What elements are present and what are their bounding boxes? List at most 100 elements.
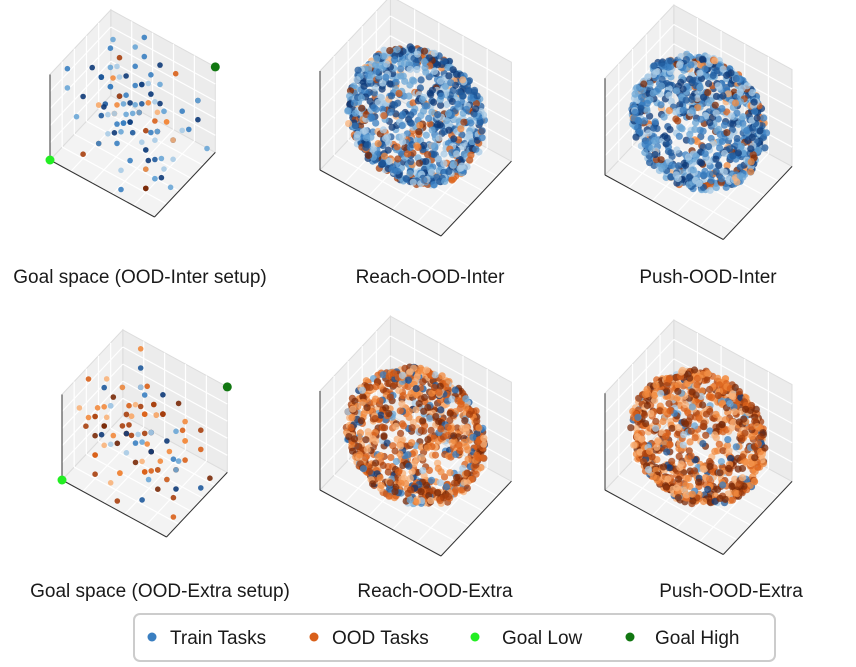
goal-extra-point bbox=[123, 411, 130, 418]
goal-inter-point bbox=[148, 91, 154, 97]
reach-inter-point bbox=[415, 128, 423, 136]
reach-inter-point bbox=[397, 65, 405, 73]
push-extra-point bbox=[698, 387, 706, 395]
push-extra-point bbox=[705, 393, 713, 401]
goal-inter-point bbox=[111, 130, 118, 136]
goal-inter-point bbox=[114, 140, 120, 147]
reach-inter-point bbox=[440, 159, 448, 167]
goal-extra-point bbox=[135, 431, 141, 438]
push-inter-point bbox=[675, 61, 684, 69]
reach-inter-point bbox=[401, 77, 409, 85]
goal-inter-point bbox=[105, 111, 111, 118]
push-extra-point bbox=[716, 469, 724, 477]
push-inter-point bbox=[760, 114, 768, 122]
reach-extra-point bbox=[356, 429, 364, 437]
goal-extra-gridline bbox=[61, 363, 124, 430]
panels bbox=[45, 0, 793, 557]
push-inter-axis-line bbox=[604, 174, 724, 240]
push-extra-point bbox=[644, 466, 653, 474]
reach-extra-point bbox=[427, 426, 435, 434]
reach-inter-point bbox=[386, 80, 394, 88]
goal-inter-point bbox=[123, 73, 129, 79]
reach-inter-point bbox=[436, 77, 445, 85]
push-inter-point bbox=[667, 57, 675, 65]
reach-extra-point bbox=[415, 400, 423, 408]
push-inter-point bbox=[699, 127, 707, 135]
reach-inter-point bbox=[459, 143, 467, 151]
goal-inter-point bbox=[118, 186, 124, 193]
push-inter-point bbox=[667, 97, 675, 105]
goal-inter-point bbox=[172, 70, 179, 77]
reach-inter-point bbox=[440, 57, 448, 65]
push-inter-point bbox=[682, 161, 690, 169]
goal-inter-point bbox=[80, 151, 86, 157]
reach-extra-point bbox=[460, 479, 468, 487]
push-inter-point bbox=[707, 97, 715, 105]
push-inter-point bbox=[704, 143, 713, 151]
reach-extra-gridline bbox=[319, 355, 391, 432]
goal-inter-point bbox=[107, 64, 114, 71]
reach-inter-point bbox=[420, 141, 428, 149]
reach-extra-point bbox=[379, 461, 387, 470]
goal-extra-point bbox=[114, 498, 121, 504]
reach-inter-point bbox=[351, 122, 359, 130]
goal-extra-point bbox=[110, 394, 117, 400]
reach-inter-point bbox=[409, 149, 417, 157]
goal-inter-gridline bbox=[49, 77, 112, 144]
reach-extra-point bbox=[392, 457, 400, 466]
reach-inter-point bbox=[398, 122, 406, 130]
reach-inter-point bbox=[399, 111, 407, 119]
push-inter-point bbox=[748, 133, 756, 141]
push-extra-point bbox=[674, 423, 683, 432]
push-extra-point bbox=[689, 497, 697, 505]
push-extra-point bbox=[693, 374, 702, 382]
push-inter-point bbox=[646, 159, 654, 167]
push-extra-point bbox=[703, 376, 711, 384]
push-inter-point bbox=[736, 163, 745, 171]
goal-inter-point bbox=[132, 63, 138, 70]
reach-inter-point bbox=[380, 152, 389, 160]
reach-extra-point bbox=[417, 426, 425, 434]
reach-extra-point bbox=[440, 473, 449, 481]
reach-inter-point bbox=[363, 141, 372, 149]
push-inter-point bbox=[700, 171, 708, 179]
push-inter-gridline bbox=[699, 153, 769, 228]
reach-extra-point bbox=[387, 453, 395, 462]
goal-inter-point bbox=[80, 93, 86, 100]
push-extra-point bbox=[747, 401, 756, 409]
push-extra-point bbox=[653, 443, 661, 451]
push-inter-point bbox=[723, 129, 731, 137]
goal-inter-point bbox=[148, 129, 154, 136]
reach-extra-point bbox=[434, 489, 442, 497]
push-extra-point bbox=[715, 440, 723, 448]
goal-extra-point bbox=[164, 476, 170, 483]
goal-inter-point bbox=[157, 100, 163, 107]
reach-extra-point bbox=[412, 385, 420, 393]
reach-inter-point bbox=[459, 76, 467, 84]
goal-inter-point bbox=[98, 112, 105, 119]
caption-reach-extra: Reach-OOD-Extra bbox=[357, 581, 513, 602]
goal-extra-point bbox=[155, 486, 161, 493]
reach-inter-point bbox=[422, 157, 430, 166]
reach-extra-point bbox=[379, 371, 387, 379]
reach-inter-point bbox=[413, 50, 422, 58]
push-inter-point bbox=[709, 71, 717, 80]
goal-extra-point bbox=[151, 401, 157, 408]
push-inter-point bbox=[666, 126, 674, 134]
reach-extra-point bbox=[385, 492, 393, 500]
reach-extra-point bbox=[459, 464, 467, 472]
push-extra-point bbox=[635, 394, 643, 402]
push-inter-point bbox=[707, 176, 715, 185]
reach-extra-point bbox=[359, 393, 367, 401]
push-inter-point bbox=[677, 53, 685, 61]
push-extra-point bbox=[647, 410, 655, 418]
caption-push-extra: Push-OOD-Extra bbox=[659, 581, 803, 602]
reach-extra-point bbox=[405, 462, 413, 470]
reach-extra-point bbox=[406, 368, 414, 376]
reach-inter-point bbox=[430, 67, 439, 75]
goal-extra-point bbox=[141, 430, 148, 437]
reach-inter-point bbox=[385, 157, 393, 165]
push-inter-point bbox=[651, 118, 659, 126]
reach-inter-point bbox=[428, 126, 436, 134]
reach-extra-point bbox=[424, 436, 432, 444]
